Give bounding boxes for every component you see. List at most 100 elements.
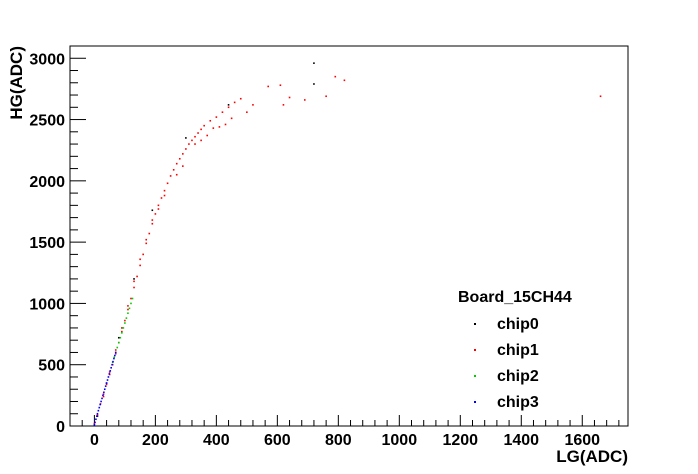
legend-label-chip1: chip1 (497, 342, 539, 359)
x-tick-label: 400 (203, 432, 230, 449)
chip1-point (142, 253, 144, 256)
chip2-point (119, 336, 122, 339)
chip3-point (100, 400, 102, 403)
legend: Board_15CH44 chip0 chip1 chip2 chip3 (458, 289, 572, 411)
chip1-point (163, 189, 166, 192)
chip2-point (128, 307, 131, 310)
chip1-point (130, 297, 132, 300)
y-tick-label: 2000 (29, 174, 65, 191)
chip1-point (160, 197, 163, 199)
chip1-point (194, 143, 196, 145)
chip3-point (111, 363, 113, 366)
chip1-point (96, 414, 99, 416)
x-axis-title: LG(ADC) (556, 447, 628, 466)
chip1-point (212, 127, 215, 129)
legend-label-chip3: chip3 (497, 394, 539, 411)
chip0-point (227, 104, 230, 106)
chip1-point (145, 238, 148, 241)
chip1-point (108, 371, 111, 373)
chip3-point (107, 376, 110, 378)
y-tick-label: 2500 (29, 113, 65, 130)
x-tick-label: 600 (264, 432, 291, 449)
chip1-point (175, 162, 178, 165)
chip1-point (218, 126, 221, 128)
chip1-point (288, 96, 291, 99)
chip1-point (282, 104, 285, 106)
chip1-point (197, 132, 199, 134)
x-tick-label: 1600 (564, 432, 600, 449)
chip3-point (108, 373, 111, 375)
chip1-point (127, 305, 129, 307)
chip0-point (185, 137, 187, 139)
y-tick-label: 0 (56, 419, 65, 436)
chip1-point (139, 258, 141, 261)
chip2-point (127, 312, 129, 315)
chip1-point (121, 330, 123, 333)
chip1-point (209, 119, 212, 122)
chip0-point (133, 278, 135, 280)
chip1-point (102, 395, 105, 398)
chip1-point (114, 352, 117, 355)
chip1-point (267, 85, 269, 88)
chip3-point (99, 403, 101, 406)
chip1-point (133, 280, 135, 283)
x-tick-label: 1000 (382, 432, 418, 449)
chip1-point (136, 275, 138, 278)
chip1-point (133, 286, 135, 289)
chip3-point (96, 412, 99, 415)
chip1-point (102, 393, 105, 395)
chip1-point (224, 123, 227, 126)
chip3-point (110, 366, 112, 369)
chip2-point (116, 346, 119, 349)
chip3-point (93, 423, 96, 426)
chip2-point (130, 302, 132, 305)
chip3-point (94, 421, 96, 424)
chip1-point (163, 194, 166, 197)
chip1-point (279, 84, 282, 87)
chip1-point (599, 95, 602, 98)
chip1-point (206, 134, 209, 137)
chip1-point (239, 97, 242, 100)
x-tick-label: 200 (142, 432, 169, 449)
chip1-point (145, 242, 148, 245)
chip1-point (230, 117, 233, 120)
chip1-point (139, 264, 141, 267)
legend-label-chip2: chip2 (497, 368, 539, 385)
chip1-point (166, 182, 169, 185)
chip1-point (182, 153, 184, 155)
chip1-point (148, 232, 151, 235)
plot-frame (69, 45, 629, 427)
chip2-point (124, 322, 126, 324)
chip3-point (114, 354, 116, 357)
x-tick-label: 800 (325, 432, 352, 449)
y-axis-title: HG(ADC) (7, 46, 26, 120)
chip0-point (313, 62, 315, 64)
chip1-point (121, 327, 123, 329)
chip1-point (325, 95, 327, 98)
x-tick-label: 1400 (503, 432, 539, 449)
legend-label-chip0: chip0 (497, 316, 539, 333)
chip1-point (169, 175, 172, 177)
chip1-point (185, 148, 187, 150)
chip1-point (246, 111, 248, 113)
chip3-point (103, 388, 106, 391)
chip1-point (157, 208, 160, 210)
chip1-point (175, 173, 178, 176)
y-tick-label: 1000 (29, 296, 65, 313)
chip1-point (188, 143, 190, 145)
chip1-point (227, 106, 230, 109)
chip1-point (151, 219, 154, 221)
chip1-point (221, 111, 224, 113)
chip0-point (151, 209, 154, 212)
axis-ticks: 0 200 400 600 800 1000 1200 1400 1600 0 500 1000 150… (29, 45, 620, 449)
chip1-point (105, 383, 108, 386)
chip2-point (121, 332, 123, 334)
chip3-point (104, 385, 107, 387)
x-tick-label: 0 (90, 432, 99, 449)
chip3-point (102, 394, 104, 397)
legend-marker-chip1 (474, 349, 476, 351)
chip3-point (101, 397, 103, 400)
y-tick-label: 3000 (29, 51, 65, 68)
chip1-point (343, 79, 346, 82)
chip1-point (215, 116, 218, 118)
